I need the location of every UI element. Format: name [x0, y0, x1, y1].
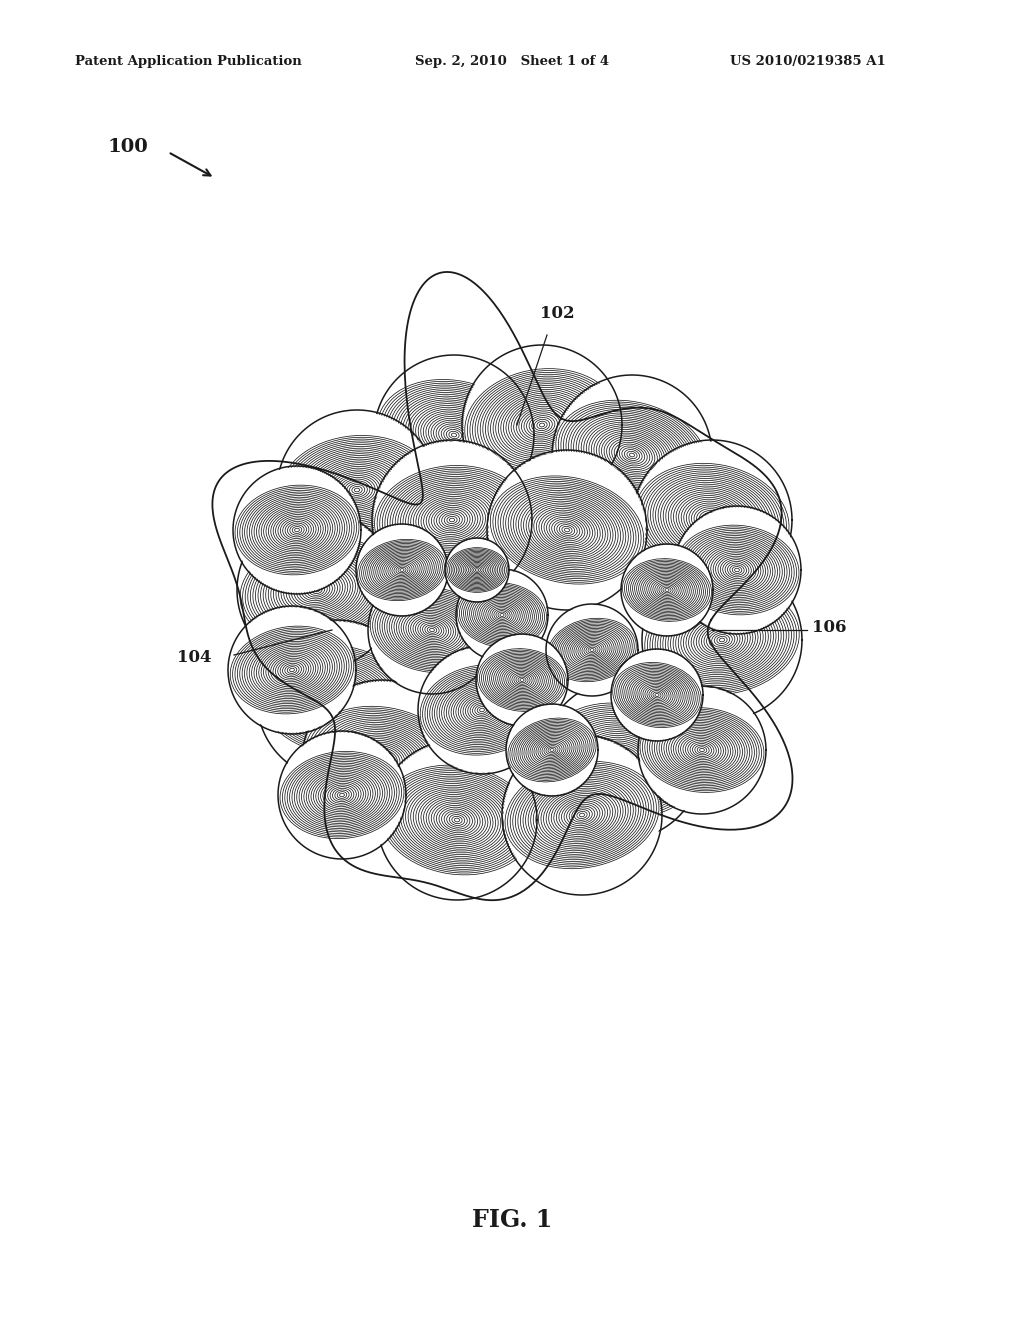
Circle shape [464, 347, 621, 503]
Circle shape [357, 525, 447, 615]
Circle shape [644, 561, 801, 718]
Text: FIG. 1: FIG. 1 [472, 1208, 552, 1232]
Circle shape [234, 467, 359, 593]
Circle shape [674, 507, 800, 632]
Circle shape [504, 737, 660, 894]
Circle shape [433, 697, 591, 854]
Circle shape [554, 376, 711, 533]
Circle shape [445, 539, 508, 602]
Circle shape [477, 635, 567, 725]
Circle shape [547, 605, 637, 696]
Circle shape [507, 705, 597, 795]
Text: Patent Application Publication: Patent Application Publication [75, 55, 302, 69]
Circle shape [634, 442, 791, 598]
Circle shape [259, 622, 416, 779]
Circle shape [544, 681, 700, 838]
Circle shape [639, 688, 765, 813]
Circle shape [279, 412, 435, 569]
Text: 106: 106 [812, 619, 847, 636]
Text: 104: 104 [177, 649, 212, 667]
Circle shape [419, 647, 545, 772]
Text: US 2010/0219385 A1: US 2010/0219385 A1 [730, 55, 886, 69]
Circle shape [612, 649, 702, 741]
Circle shape [229, 607, 354, 733]
Circle shape [488, 451, 645, 609]
Circle shape [374, 442, 530, 598]
Text: 102: 102 [540, 305, 574, 322]
Text: Sep. 2, 2010   Sheet 1 of 4: Sep. 2, 2010 Sheet 1 of 4 [415, 55, 609, 69]
Circle shape [303, 681, 461, 838]
Circle shape [376, 356, 532, 513]
Circle shape [280, 733, 404, 858]
Text: 100: 100 [108, 139, 148, 156]
Circle shape [239, 512, 395, 668]
Circle shape [622, 545, 712, 635]
Circle shape [457, 570, 547, 660]
Circle shape [379, 742, 536, 899]
Circle shape [370, 568, 495, 693]
